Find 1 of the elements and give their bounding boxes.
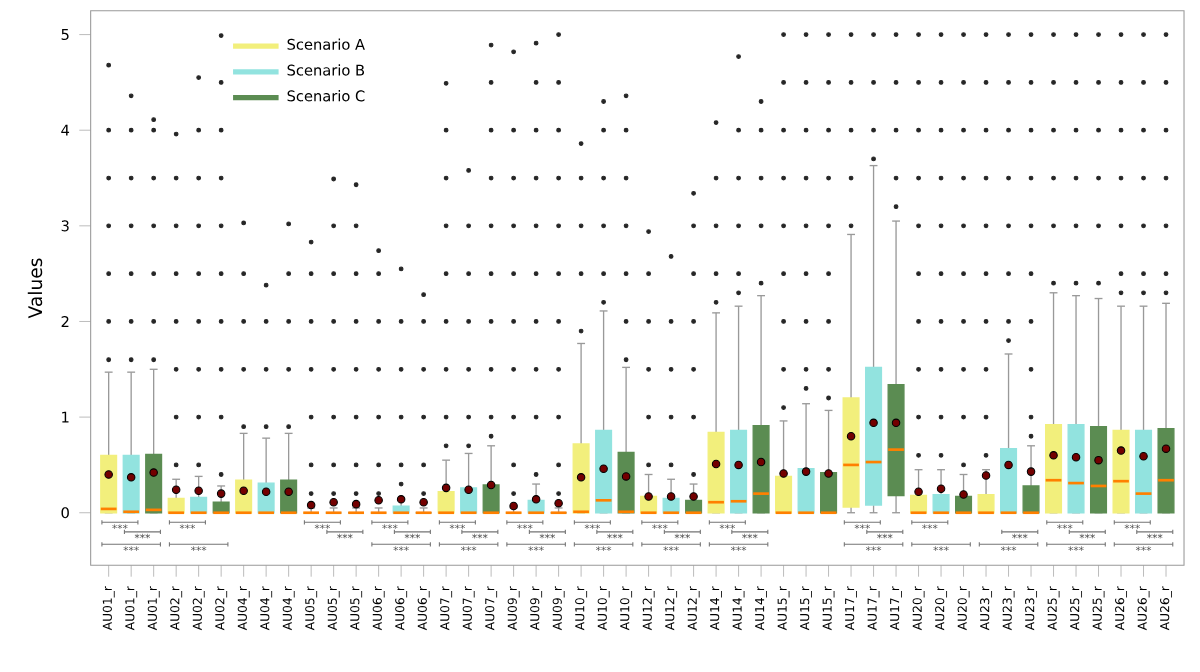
y-axis-title: Values <box>27 258 43 319</box>
